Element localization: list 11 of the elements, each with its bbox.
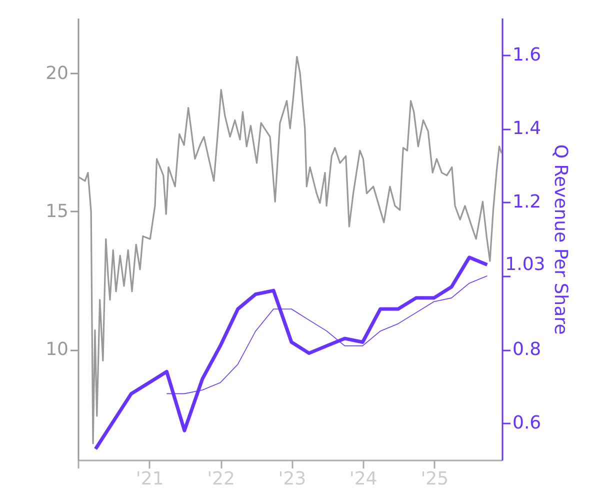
y-tick-label: 20: [46, 62, 68, 84]
y2-tick-label: 1.6: [512, 44, 542, 66]
y-tick-label: 15: [46, 200, 68, 222]
y2-tick-label: 0.8: [512, 339, 542, 360]
y-tick-label: 10: [46, 339, 68, 360]
line-series: [94, 256, 489, 451]
y2-tick-label: 1.4: [512, 118, 542, 139]
y2-tick-label: 1.2: [512, 192, 542, 213]
data-label: 1.03: [505, 254, 546, 275]
y2-axis-title: Q Revenue Per Share: [550, 144, 572, 335]
y2-tick-label: 0.6: [512, 412, 542, 434]
